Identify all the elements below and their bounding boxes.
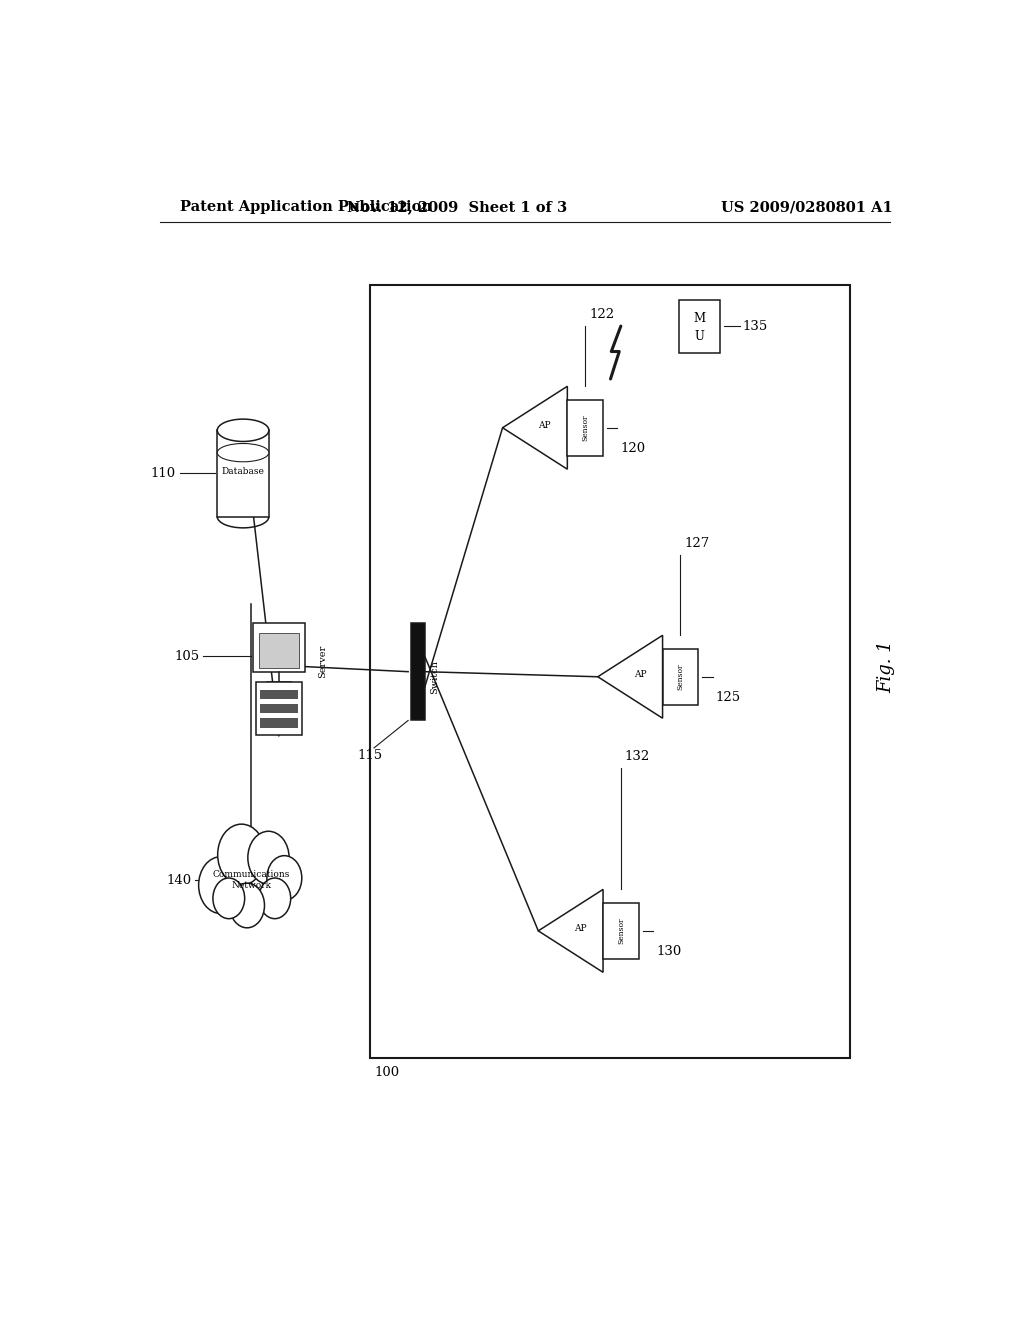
Circle shape (229, 883, 264, 928)
Bar (260, 718, 298, 727)
Text: 120: 120 (621, 442, 646, 454)
Text: 100: 100 (374, 1067, 399, 1078)
Text: Fig. 1: Fig. 1 (877, 640, 895, 693)
Text: Communications
Network: Communications Network (212, 870, 290, 890)
Text: 127: 127 (684, 537, 710, 549)
Bar (253, 623, 304, 672)
Text: Sensor: Sensor (616, 917, 625, 944)
Bar (260, 690, 298, 700)
Text: AP: AP (574, 924, 587, 933)
Text: U: U (694, 330, 705, 343)
Text: AP: AP (634, 671, 646, 680)
Bar (663, 649, 698, 705)
Bar (411, 623, 425, 719)
Circle shape (267, 855, 302, 900)
Circle shape (213, 878, 245, 919)
Text: 125: 125 (716, 690, 741, 704)
Text: 135: 135 (742, 319, 768, 333)
Text: 105: 105 (174, 649, 200, 663)
Text: US 2009/0280801 A1: US 2009/0280801 A1 (721, 201, 892, 214)
Circle shape (218, 824, 265, 886)
Bar (603, 903, 639, 958)
Text: Switch: Switch (430, 660, 439, 694)
Bar (259, 634, 299, 668)
Bar (679, 300, 720, 352)
Bar (256, 682, 302, 735)
Text: M: M (693, 313, 706, 326)
Bar (370, 285, 850, 1057)
Ellipse shape (217, 444, 269, 462)
Bar (217, 430, 269, 516)
Text: 115: 115 (357, 748, 383, 762)
Text: Sensor: Sensor (582, 414, 589, 441)
Text: Database: Database (221, 467, 264, 477)
Text: Sensor: Sensor (677, 664, 684, 690)
Bar (260, 704, 298, 713)
Text: 122: 122 (589, 308, 614, 321)
Text: 130: 130 (656, 945, 681, 958)
Circle shape (248, 832, 289, 884)
Text: 140: 140 (166, 874, 191, 887)
Circle shape (259, 878, 291, 919)
Text: Nov. 12, 2009  Sheet 1 of 3: Nov. 12, 2009 Sheet 1 of 3 (347, 201, 567, 214)
Circle shape (199, 857, 243, 913)
Text: 110: 110 (151, 467, 176, 480)
Text: 132: 132 (625, 750, 650, 763)
Text: Patent Application Publication: Patent Application Publication (179, 201, 431, 214)
Bar (567, 400, 603, 455)
Text: AP: AP (539, 421, 551, 430)
Text: Server: Server (318, 645, 328, 678)
Ellipse shape (217, 420, 269, 441)
